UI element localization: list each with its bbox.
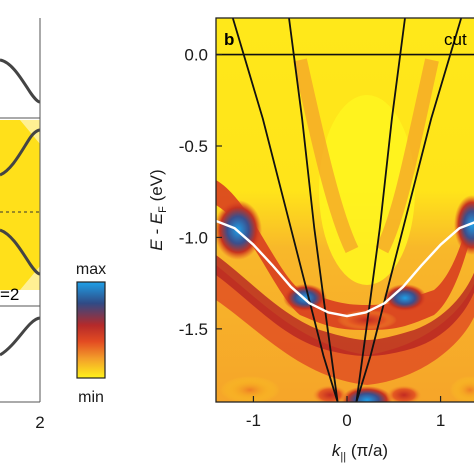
y-tick-label: -1.0: [179, 228, 208, 247]
y-tick-label: -1.5: [179, 320, 208, 339]
white-band-curve: [216, 219, 474, 318]
left-x-tick-label: 2: [35, 413, 44, 432]
main-panel: b cut 0.0 -0.5 -1.0 -1.5 -1 0 1 k|| (π/a) E - …: [147, 17, 474, 463]
colorbar-gradient: [76, 281, 106, 379]
left-band-curve-bottom: [0, 316, 40, 357]
heatmap-blob-right: [454, 195, 474, 255]
x-tick-label: 0: [342, 411, 351, 430]
colorbar-max-label: max: [76, 261, 106, 278]
heatmap-blob-center-right: [383, 284, 427, 312]
x-tick-label: -1: [246, 411, 261, 430]
dispersion-line-1: [231, 18, 339, 402]
y-axis-title: E - EF (eV): [147, 169, 169, 250]
dispersion-line-2: [288, 18, 339, 402]
cut-label: cut: [444, 30, 467, 49]
x-axis-title: k|| (π/a): [332, 441, 388, 463]
heatmap-blob-left: [216, 200, 262, 260]
y-tick-label: 0.0: [184, 46, 208, 65]
x-tick-label: 1: [436, 411, 445, 430]
left-panel: =2 2: [0, 18, 45, 432]
left-band-curve-mid: [0, 128, 40, 177]
left-band-curve-top: [0, 58, 40, 104]
panel-letter: b: [224, 30, 234, 49]
colorbar-min-label: min: [78, 389, 104, 406]
heatmap-blob-bottom: [341, 386, 393, 402]
dispersion-line-4: [355, 18, 463, 402]
colorbar: max min: [76, 261, 106, 406]
heatmap: [216, 18, 474, 402]
left-band-curve-low: [0, 228, 40, 276]
dispersion-line-3: [355, 18, 406, 402]
left-partial-label: =2: [0, 285, 19, 304]
left-heatmap-region: [0, 120, 40, 290]
y-tick-label: -0.5: [179, 137, 208, 156]
